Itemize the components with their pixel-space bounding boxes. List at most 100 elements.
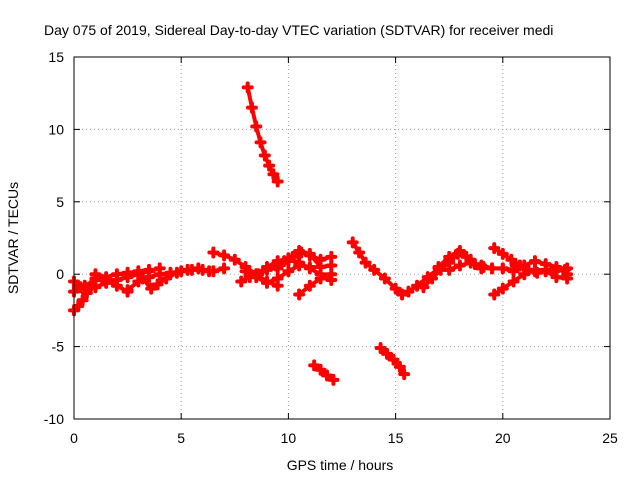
data-point	[368, 263, 381, 276]
data-point	[453, 245, 466, 258]
x-axis-title: GPS time / hours	[287, 457, 394, 473]
plot-frame	[73, 56, 611, 420]
x-tick-label: 10	[281, 430, 297, 446]
x-tick-label: 25	[602, 430, 618, 446]
data-point	[314, 272, 327, 285]
data-point	[110, 279, 123, 292]
data-point	[353, 246, 366, 259]
data-point	[228, 253, 241, 266]
axis-ticks: 0 5 10 15 20 25 -10 -5 0 5 10 15	[44, 49, 618, 446]
data-point	[496, 282, 509, 295]
data-point	[143, 263, 156, 276]
data-point	[258, 149, 271, 162]
data-series-arc-15	[374, 342, 411, 381]
data-point	[314, 260, 327, 273]
data-point	[402, 285, 415, 298]
data-point	[507, 275, 520, 288]
data-point	[80, 287, 93, 300]
data-point	[443, 250, 456, 263]
data-point	[387, 353, 400, 366]
data-point	[250, 120, 263, 133]
data-point	[374, 342, 387, 355]
data-point	[263, 159, 276, 172]
data-point	[218, 249, 231, 262]
data-point	[550, 271, 563, 284]
grid	[74, 57, 610, 419]
data-point	[496, 262, 509, 275]
data-point	[486, 262, 499, 275]
data-point	[381, 347, 394, 360]
data-point	[303, 262, 316, 275]
x-tick-label: 15	[388, 430, 404, 446]
data-point	[488, 242, 501, 255]
data-point	[160, 272, 173, 285]
data-point	[327, 373, 340, 386]
data-point	[89, 268, 102, 281]
data-series-arc-11	[271, 245, 338, 275]
data-point	[396, 288, 409, 301]
data-point	[121, 284, 134, 297]
data-point	[464, 256, 477, 269]
data-point	[271, 262, 284, 275]
y-tick-label: 5	[56, 194, 64, 210]
data-series-arc-5	[136, 262, 216, 295]
data-point	[325, 250, 338, 263]
data-series-arc-12	[293, 268, 338, 301]
data-point	[145, 282, 158, 295]
data-point	[260, 276, 273, 289]
y-tick-label: -10	[44, 411, 64, 427]
data-point	[426, 272, 439, 285]
data-point	[417, 281, 430, 294]
data-point	[359, 256, 372, 269]
data-point	[260, 260, 273, 273]
data-point	[496, 247, 509, 260]
data-point	[561, 262, 574, 275]
data-point	[528, 255, 541, 268]
data-point	[308, 359, 321, 372]
data-series-arc-13	[241, 81, 284, 188]
data-point	[539, 263, 552, 276]
data-point	[325, 268, 338, 281]
y-tick-label: 0	[56, 266, 64, 282]
data-point	[271, 175, 284, 188]
data-point	[170, 266, 183, 279]
data-series-arc-14	[308, 359, 340, 386]
data-point	[293, 245, 306, 258]
data-point	[314, 363, 327, 376]
data-point	[78, 279, 91, 292]
data-point	[293, 288, 306, 301]
data-point	[151, 278, 164, 291]
data-point	[432, 260, 445, 273]
data-point	[282, 265, 295, 278]
data-point	[320, 369, 333, 382]
chart-title: Day 075 of 2019, Sidereal Day-to-day VTE…	[44, 22, 553, 38]
data-point	[136, 272, 149, 285]
data-point	[488, 288, 501, 301]
data-point	[72, 300, 85, 313]
data-point	[254, 136, 267, 149]
data-point	[245, 101, 258, 114]
data-point	[528, 265, 541, 278]
y-tick-label: -5	[52, 339, 65, 355]
data-point	[475, 259, 488, 272]
data-point	[443, 263, 456, 276]
data-point	[550, 262, 563, 275]
data-point	[505, 253, 518, 266]
data-series-arc-6	[89, 263, 156, 284]
data-point	[293, 256, 306, 269]
data-point	[518, 262, 531, 275]
data-point	[267, 168, 280, 181]
data-point	[303, 279, 316, 292]
data-point	[241, 81, 254, 94]
data-point	[207, 246, 220, 259]
data-point	[76, 294, 89, 307]
data-point	[153, 268, 166, 281]
data-point	[100, 271, 113, 284]
data-point	[346, 236, 359, 249]
data-point	[121, 266, 134, 279]
y-tick-label: 10	[48, 121, 64, 137]
x-tick-label: 20	[495, 430, 511, 446]
x-tick-label: 5	[177, 430, 185, 446]
data-point	[203, 265, 216, 278]
